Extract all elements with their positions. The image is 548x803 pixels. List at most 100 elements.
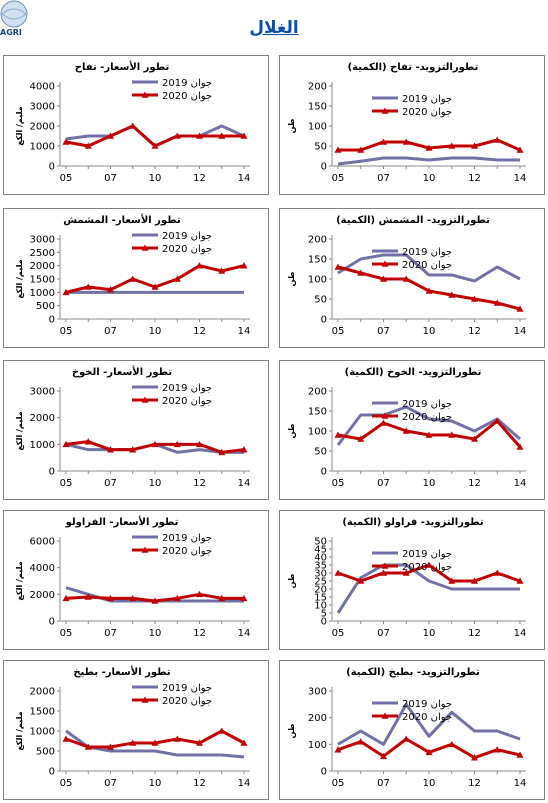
chart-svg: تطورالتزويد- تفاح (الكمية)طن050100150200… <box>287 62 526 184</box>
data-point-2020 <box>402 138 410 145</box>
legend-marker <box>141 396 149 403</box>
data-point-2020 <box>218 727 226 734</box>
data-point-2020 <box>240 262 248 269</box>
data-point-2020 <box>218 267 226 274</box>
y-tick-label: 1000 <box>30 440 55 451</box>
x-tick-label: 05 <box>60 778 73 789</box>
data-point-2020 <box>151 440 159 448</box>
x-tick-label: 12 <box>193 478 206 489</box>
x-tick-label: 10 <box>423 326 436 337</box>
data-point-2020 <box>516 443 524 450</box>
data-point-2020 <box>357 146 365 153</box>
y-tick-label: 5 <box>321 609 327 620</box>
legend-label: جوان 2020 <box>162 244 212 255</box>
y-tick-label: 25 <box>314 577 327 588</box>
y-tick-label: 100 <box>308 740 327 751</box>
y-axis-label: مليم/ الكغ <box>15 561 24 600</box>
y-axis-label: طن <box>287 272 296 287</box>
x-tick-label: 14 <box>514 628 527 639</box>
x-tick-label: 07 <box>377 778 390 789</box>
y-tick-label: 500 <box>36 747 55 758</box>
data-point-2020 <box>334 146 342 153</box>
data-point-2020 <box>357 435 365 442</box>
legend-marker <box>141 244 149 251</box>
data-point-2020 <box>107 743 114 750</box>
data-point-2020 <box>448 142 456 149</box>
legend-marker <box>381 412 389 419</box>
chart-svg: تطورالتزويد- فراولو (الكمية)طن0510152025… <box>287 517 527 639</box>
y-tick-label: 2000 <box>30 122 55 133</box>
y-axis-label: طن <box>287 724 296 739</box>
y-tick-label: 3000 <box>30 235 55 246</box>
page-title: الغلال <box>249 18 299 38</box>
chart-title: تطور الأسعار- بطيخ <box>73 665 171 678</box>
data-point-2020 <box>173 440 181 448</box>
chart-panel-strawberry-price: تطور الأسعار- الفراولو مليم/ الكغ 0 2000 400… <box>3 510 269 650</box>
y-tick-label: 300 <box>308 687 327 698</box>
chart-title: تطور الأسعار- تفاح <box>75 60 170 73</box>
data-point-2020 <box>425 144 433 151</box>
x-tick-label: 07 <box>104 778 117 789</box>
legend-label: جوان 2019 <box>162 78 212 89</box>
data-point-2020 <box>84 743 92 750</box>
data-point-2020 <box>218 448 226 456</box>
data-point-2020 <box>62 594 70 602</box>
y-tick-label: 2000 <box>30 590 55 601</box>
logo: AGRI <box>0 0 36 40</box>
data-point-2020 <box>516 146 524 153</box>
chart-svg: تطورالتزويد- الخوخ (الكمية)طن05010015020… <box>287 367 526 489</box>
y-tick-label: 0 <box>321 767 327 778</box>
legend-label: جوان 2019 <box>162 533 212 544</box>
data-point-2020 <box>129 122 137 129</box>
data-point-2020 <box>402 735 410 742</box>
legend-marker <box>381 107 389 114</box>
data-point-2020 <box>516 305 524 312</box>
data-point-2020 <box>380 138 387 145</box>
x-tick-label: 07 <box>104 173 117 184</box>
x-tick-label: 10 <box>149 173 162 184</box>
chart-panel-apricot-price: تطور الأسعار- المشمش مليم/ الكغ 0 500 1000 15… <box>3 208 269 348</box>
chart-title: تطور الأسعار- الفراولو <box>65 515 179 528</box>
legend-marker <box>381 260 389 267</box>
data-point-2020 <box>151 597 159 604</box>
data-point-2020 <box>62 440 70 448</box>
x-tick-label: 05 <box>332 326 345 337</box>
y-tick-label: 50 <box>314 142 327 153</box>
y-tick-label: 50 <box>314 447 327 458</box>
data-point-2020 <box>357 577 365 584</box>
y-tick-label: 35 <box>314 561 327 572</box>
data-point-2020 <box>62 288 70 296</box>
x-tick-label: 05 <box>332 478 345 489</box>
data-point-2020 <box>84 283 92 290</box>
data-point-2020 <box>240 594 248 602</box>
series-line-2019 <box>337 702 521 746</box>
x-tick-label: 10 <box>423 173 436 184</box>
legend-label: جوان 2020 <box>402 712 452 723</box>
x-tick-label: 07 <box>377 628 390 639</box>
y-tick-label: 40 <box>314 553 327 564</box>
legend-marker <box>141 696 149 703</box>
data-point-2020 <box>334 569 342 576</box>
y-tick-label: 1500 <box>30 707 55 718</box>
data-point-2020 <box>357 738 365 745</box>
data-point-2020 <box>173 735 181 742</box>
y-tick-label: 100 <box>308 427 327 438</box>
legend-label: جوان 2020 <box>162 91 212 102</box>
y-tick-label: 0 <box>49 767 55 778</box>
data-point-2020 <box>62 138 70 145</box>
y-tick-label: 2000 <box>30 413 55 424</box>
chart-svg: تطور الأسعار- الخوخ مليم/ الكغ 0 1000 2000 30… <box>15 365 251 489</box>
legend-label: جوان 2019 <box>402 549 452 560</box>
y-tick-label: 1500 <box>30 275 55 286</box>
data-point-2020 <box>173 594 181 602</box>
data-point-2020 <box>240 132 248 139</box>
series-line-2019 <box>336 563 520 614</box>
y-tick-label: 1000 <box>30 142 55 153</box>
x-tick-label: 12 <box>468 326 481 337</box>
data-point-2020 <box>471 577 478 584</box>
x-tick-label: 14 <box>238 478 251 489</box>
y-tick-label: 45 <box>314 545 327 556</box>
y-tick-label: 0 <box>49 162 55 173</box>
data-point-2020 <box>129 594 137 602</box>
chart-panel-apricot-supply: تطورالتزويد- المشمش (الكمية) طن 0 50 100 150 2… <box>279 208 545 348</box>
